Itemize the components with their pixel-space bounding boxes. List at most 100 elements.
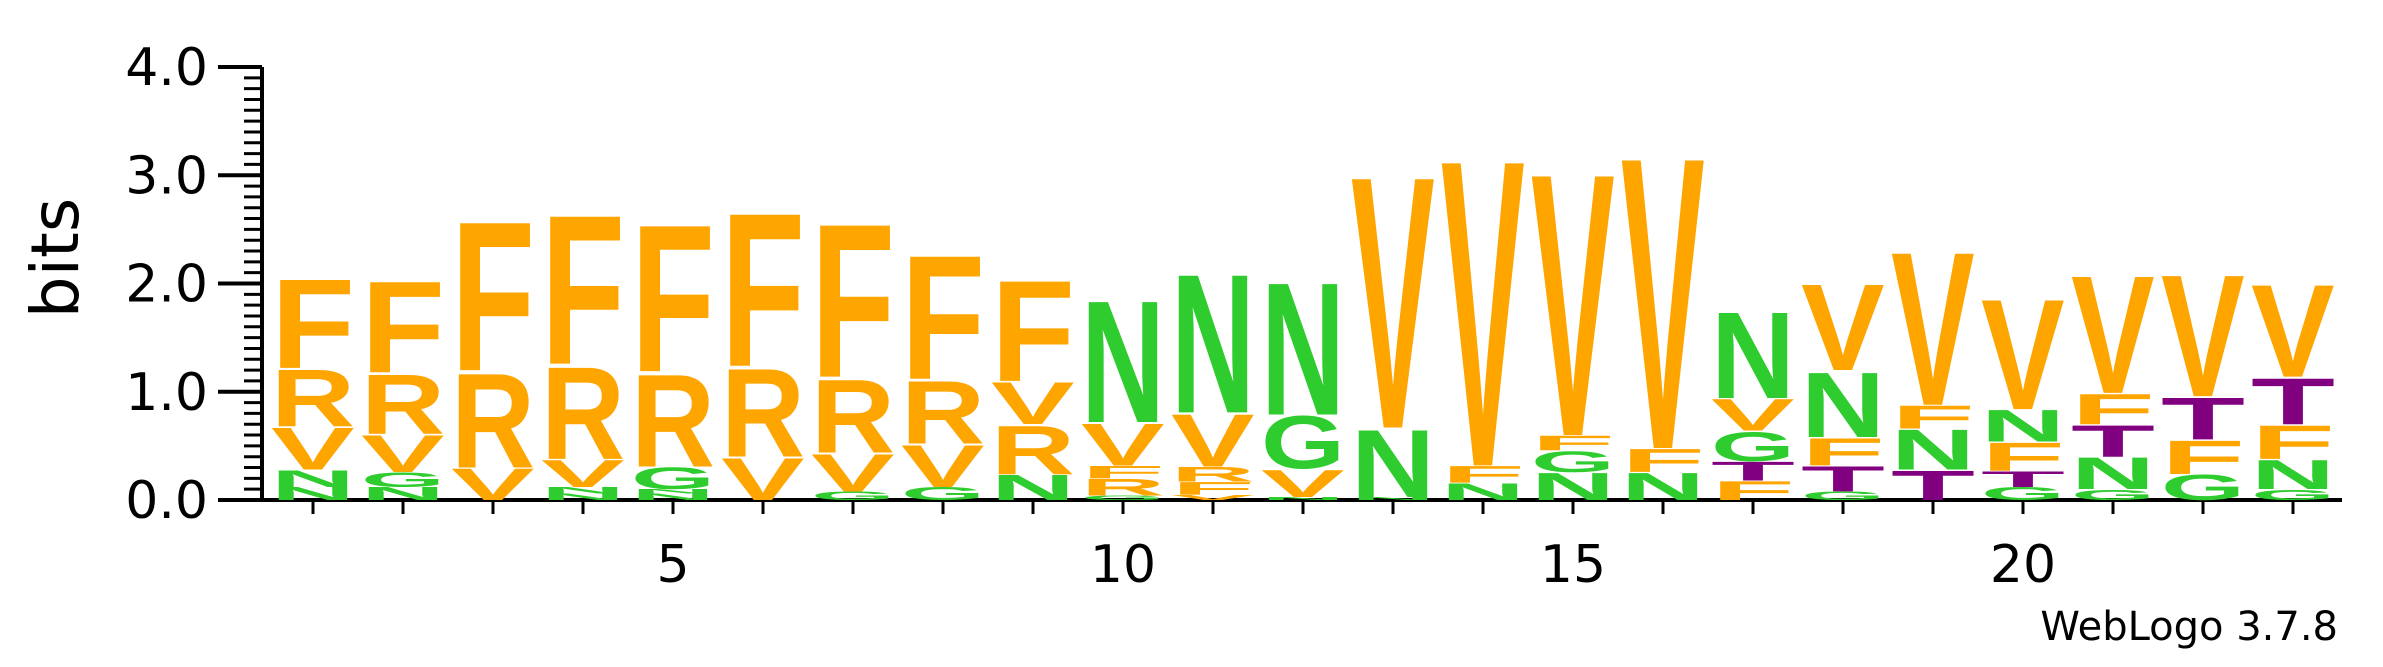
logo-letter-V: V bbox=[451, 459, 535, 509]
x-tick-label: 10 bbox=[1090, 535, 1156, 595]
logo-letter-R: R bbox=[1081, 474, 1165, 501]
logo-letter-R: R bbox=[271, 354, 355, 445]
x-tick-label: 15 bbox=[1540, 535, 1606, 595]
logo-letter-R: R bbox=[451, 345, 535, 496]
logo-letter-V: V bbox=[811, 443, 895, 503]
logo-letter-V: V bbox=[2071, 242, 2155, 429]
logo-letter-V: V bbox=[1351, 102, 1435, 505]
logo-letter-N: N bbox=[1171, 234, 1255, 455]
logo-letter-N: N bbox=[1801, 354, 1885, 457]
logo-letter-N: N bbox=[2071, 448, 2155, 499]
logo-column: NFV bbox=[1441, 70, 1525, 560]
logo-letter-T: T bbox=[2161, 386, 2245, 453]
logo-letter-F: F bbox=[1531, 431, 1615, 455]
logo-letter-N: N bbox=[1621, 465, 1705, 509]
logo-letter-N: N bbox=[1531, 465, 1615, 509]
logo-letter-R: R bbox=[361, 357, 445, 453]
logo-letter-F: F bbox=[2251, 415, 2335, 469]
logo-letter-V: V bbox=[1981, 267, 2065, 443]
logo-letter-F: F bbox=[1711, 475, 1795, 505]
logo-letter-N: N bbox=[631, 488, 715, 495]
logo-letter-F: F bbox=[1891, 399, 1975, 436]
logo-letter-G: G bbox=[631, 461, 715, 496]
logo-letter-V: V bbox=[721, 446, 805, 513]
logo-letter-G: G bbox=[361, 468, 445, 491]
logo-letter-V: V bbox=[361, 425, 445, 484]
logo-letter-T: T bbox=[2251, 364, 2335, 438]
logo-letter-N: N bbox=[1981, 401, 2065, 452]
logo-letter-V: V bbox=[1531, 96, 1615, 516]
logo-letter-V: V bbox=[1171, 493, 1255, 501]
logo-column: VRF bbox=[451, 177, 535, 509]
y-tick-label: 4.0 bbox=[125, 38, 208, 98]
logo-letter-F: F bbox=[721, 167, 805, 413]
logo-letter-N: N bbox=[1351, 409, 1435, 517]
logo-letter-V: V bbox=[2161, 240, 2245, 434]
logo-letter-G: G bbox=[901, 484, 985, 504]
logo-letter-T: T bbox=[1711, 456, 1795, 486]
logo-letter-F: F bbox=[1081, 462, 1165, 482]
logo-letter-T: T bbox=[1801, 459, 1885, 499]
logo-letter-V: V bbox=[271, 415, 355, 482]
footer-credit: WebLogo 3.7.8 bbox=[2040, 604, 2338, 650]
logo-letter-N: N bbox=[991, 468, 1075, 508]
logo-letter-G: G bbox=[1261, 401, 1345, 485]
x-tick-label: 5 bbox=[656, 535, 689, 595]
logo-letter-V: V bbox=[991, 370, 1075, 437]
logo-column: NNV bbox=[1351, 102, 1435, 518]
logo-letter-F: F bbox=[361, 255, 445, 400]
logo-letter-F: F bbox=[1801, 431, 1885, 474]
logo-letter-N: N bbox=[1711, 288, 1795, 425]
logo-letter-R: R bbox=[631, 347, 715, 495]
logo-letter-F: F bbox=[2071, 385, 2155, 434]
logo-letter-G: G bbox=[1981, 484, 2065, 504]
logo-letter-N: N bbox=[1441, 478, 1525, 505]
logo-letter-F: F bbox=[991, 250, 1075, 412]
logo-letter-N: N bbox=[271, 484, 355, 504]
x-axis: 5 10 15 20 bbox=[262, 498, 2342, 595]
logo-letter-R: R bbox=[901, 363, 985, 464]
logo-letter-N: N bbox=[1081, 266, 1165, 460]
logo-letter-F: F bbox=[2161, 431, 2245, 485]
logo-letter-T: T bbox=[2071, 416, 2155, 467]
logo-letter-R: R bbox=[991, 412, 1075, 489]
logo-letter-F: F bbox=[901, 218, 985, 417]
logo-letter-V: V bbox=[1801, 259, 1885, 397]
logo-letter-R: R bbox=[811, 357, 895, 475]
logo-letter-N: N bbox=[2251, 451, 2335, 498]
logo-letter-N: N bbox=[1261, 496, 1345, 501]
logo-letter-V: V bbox=[1081, 411, 1165, 478]
logo-letter-V: V bbox=[1171, 398, 1255, 482]
y-tick-label: 0.0 bbox=[125, 471, 208, 531]
logo-letter-V: V bbox=[1441, 70, 1525, 560]
logo-letter-F: F bbox=[541, 171, 625, 410]
logo-letter-F: F bbox=[1441, 461, 1525, 488]
logo-letter-G: G bbox=[2161, 468, 2245, 508]
logo-column: NFV bbox=[1621, 71, 1705, 537]
logo-letter-N: N bbox=[271, 465, 355, 492]
logo-letter-G: G bbox=[811, 489, 895, 502]
logo-letter-V: V bbox=[1261, 461, 1345, 505]
logo-letter-F: F bbox=[1981, 434, 2065, 479]
y-tick-label: 3.0 bbox=[125, 146, 208, 206]
logo-letter-G: G bbox=[1711, 424, 1795, 471]
logo-letter-T: T bbox=[1981, 467, 2065, 492]
logo-letter-N: N bbox=[631, 492, 715, 502]
logo-letter-N: N bbox=[1891, 419, 1975, 483]
logo-letter-V: V bbox=[901, 433, 985, 500]
